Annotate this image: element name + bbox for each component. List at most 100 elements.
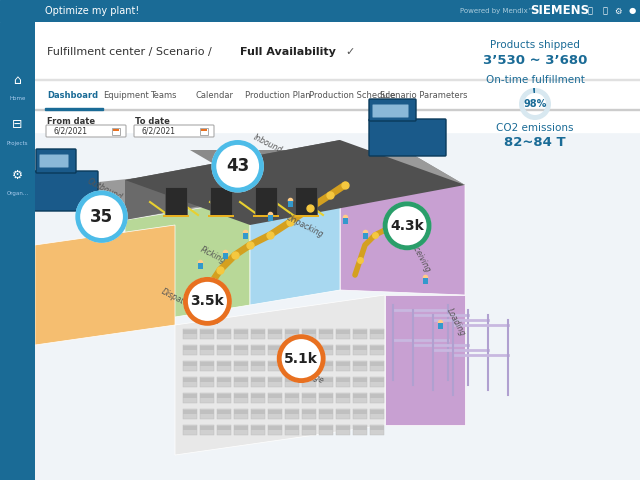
- Bar: [163, 215, 189, 217]
- Bar: [200, 377, 214, 387]
- Bar: [217, 393, 231, 403]
- Bar: [234, 329, 248, 339]
- Text: From date: From date: [47, 118, 95, 127]
- Text: ✓: ✓: [345, 47, 355, 57]
- Text: Picking: Picking: [199, 245, 228, 266]
- Bar: [353, 393, 367, 403]
- Bar: [353, 330, 367, 334]
- Bar: [302, 425, 316, 435]
- Text: 5.1k: 5.1k: [284, 352, 318, 366]
- Bar: [319, 426, 333, 430]
- Bar: [35, 109, 640, 110]
- Bar: [45, 108, 103, 110]
- Text: Unpacking: Unpacking: [284, 213, 324, 239]
- Bar: [213, 318, 218, 324]
- Bar: [234, 394, 248, 398]
- Bar: [302, 346, 316, 350]
- Text: ⚙: ⚙: [614, 7, 621, 15]
- Polygon shape: [385, 295, 465, 425]
- Bar: [285, 329, 299, 339]
- Text: Receiving: Receiving: [406, 237, 432, 274]
- Bar: [113, 129, 119, 131]
- Bar: [183, 345, 197, 355]
- Bar: [319, 362, 333, 366]
- Bar: [234, 362, 248, 366]
- Bar: [268, 378, 282, 382]
- Circle shape: [214, 143, 262, 190]
- Bar: [302, 394, 316, 398]
- Bar: [165, 187, 187, 215]
- Bar: [183, 378, 197, 382]
- Text: ⊟: ⊟: [12, 119, 23, 132]
- Bar: [217, 346, 231, 350]
- Text: Calendar: Calendar: [195, 91, 233, 99]
- Bar: [302, 377, 316, 387]
- Bar: [336, 410, 350, 414]
- Bar: [353, 377, 367, 387]
- Polygon shape: [35, 225, 175, 345]
- Bar: [336, 378, 350, 382]
- Text: 3’530 ~ 3’680: 3’530 ~ 3’680: [483, 53, 587, 67]
- Text: Dispatch: Dispatch: [160, 288, 194, 311]
- Bar: [288, 201, 293, 207]
- Bar: [183, 410, 197, 414]
- Bar: [251, 426, 265, 430]
- Text: Organ...: Organ...: [6, 191, 29, 195]
- Text: 35: 35: [90, 208, 113, 226]
- Bar: [336, 426, 350, 430]
- Text: Storage: Storage: [295, 364, 326, 385]
- Bar: [251, 425, 265, 435]
- Bar: [268, 410, 282, 414]
- Bar: [200, 409, 214, 419]
- Bar: [370, 393, 384, 403]
- Bar: [370, 329, 384, 339]
- Bar: [319, 394, 333, 398]
- Bar: [234, 361, 248, 371]
- Bar: [234, 426, 248, 430]
- Bar: [268, 362, 282, 366]
- Bar: [285, 378, 299, 382]
- Bar: [35, 22, 640, 132]
- Bar: [353, 362, 367, 366]
- Bar: [319, 409, 333, 419]
- Bar: [217, 361, 231, 371]
- Text: ●: ●: [628, 7, 636, 15]
- Bar: [217, 378, 231, 382]
- Bar: [370, 394, 384, 398]
- Bar: [183, 393, 197, 403]
- Bar: [112, 128, 120, 134]
- Bar: [285, 330, 299, 334]
- Bar: [251, 377, 265, 387]
- Bar: [217, 330, 231, 334]
- FancyBboxPatch shape: [46, 125, 126, 137]
- Text: Fulfillment center / Scenario /: Fulfillment center / Scenario /: [47, 47, 215, 57]
- Bar: [336, 394, 350, 398]
- Bar: [370, 426, 384, 430]
- Bar: [370, 410, 384, 414]
- Text: Production Schedule: Production Schedule: [309, 91, 396, 99]
- Bar: [268, 409, 282, 419]
- Bar: [302, 426, 316, 430]
- Bar: [251, 361, 265, 371]
- Bar: [293, 215, 319, 217]
- Bar: [302, 362, 316, 366]
- Bar: [302, 329, 316, 339]
- Bar: [183, 330, 197, 334]
- Text: Dashboard: Dashboard: [47, 91, 98, 99]
- Text: Projects: Projects: [7, 141, 28, 145]
- Text: To date: To date: [135, 118, 170, 127]
- Bar: [217, 409, 231, 419]
- Bar: [319, 330, 333, 334]
- Bar: [319, 378, 333, 382]
- Text: Scenario Parameters: Scenario Parameters: [380, 91, 467, 99]
- Text: ⚙: ⚙: [12, 168, 23, 181]
- Bar: [370, 425, 384, 435]
- Circle shape: [211, 140, 264, 192]
- Bar: [251, 329, 265, 339]
- Bar: [302, 345, 316, 355]
- Bar: [285, 410, 299, 414]
- Bar: [353, 378, 367, 382]
- Bar: [370, 346, 384, 350]
- Circle shape: [383, 202, 431, 250]
- Bar: [336, 425, 350, 435]
